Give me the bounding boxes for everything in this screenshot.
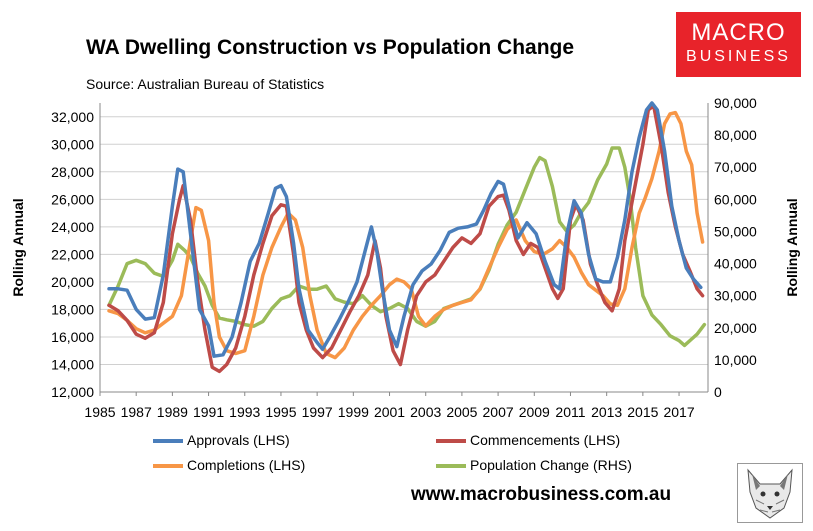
x-tick-label: 2013	[591, 404, 622, 420]
y-right-axis-label: Rolling Annual	[784, 198, 800, 296]
y-right-tick-label: 40,000	[714, 256, 757, 272]
fox-mascot-image	[737, 463, 803, 523]
x-tick-label: 2011	[555, 404, 585, 420]
website-link[interactable]: www.macrobusiness.com.au	[411, 484, 672, 505]
y-left-tick-label: 12,000	[51, 384, 94, 400]
y-left-tick-label: 32,000	[51, 109, 94, 125]
legend-commencements: Commencements (LHS)	[436, 432, 620, 448]
y-right-tick-label: 10,000	[714, 352, 757, 368]
x-tick-label: 1985	[84, 404, 115, 420]
legend-approvals-label: Approvals (LHS)	[187, 432, 290, 448]
y-right-tick-label: 70,000	[714, 159, 757, 175]
chart-source: Source: Australian Bureau of Statistics	[86, 76, 325, 92]
legend-commencements-label: Commencements (LHS)	[470, 432, 621, 448]
legend-completions-label: Completions (LHS)	[187, 457, 306, 473]
x-tick-label: 2003	[410, 404, 441, 420]
macrobusiness-logo: MACRO BUSINESS	[676, 12, 801, 77]
x-tick-label: 2017	[663, 404, 694, 420]
y-right-tick-label: 80,000	[714, 127, 757, 143]
series-line-approvals	[107, 101, 703, 358]
logo-line-2: BUSINESS	[686, 48, 791, 65]
y-left-tick-label: 24,000	[51, 219, 94, 235]
logo-line-1: MACRO	[691, 19, 786, 46]
series-line-completions	[107, 110, 705, 360]
x-tick-label: 1997	[302, 404, 333, 420]
x-tick-label: 2015	[627, 404, 658, 420]
x-tick-label: 1987	[121, 404, 152, 420]
legend-completions: Completions (LHS)	[153, 457, 305, 473]
y-right-tick-label: 0	[714, 384, 722, 400]
series-line-commencements	[107, 104, 705, 374]
x-tick-label: 1991	[193, 404, 224, 420]
y-right-tick-label: 50,000	[714, 223, 757, 239]
y-left-tick-label: 22,000	[51, 246, 94, 262]
y-left-tick-label: 26,000	[51, 191, 94, 207]
legend-population: Population Change (RHS)	[436, 457, 632, 473]
x-tick-label: 1989	[157, 404, 188, 420]
x-tick-label: 1993	[229, 404, 260, 420]
x-tick-label: 2009	[519, 404, 550, 420]
y-left-tick-label: 28,000	[51, 164, 94, 180]
y-left-tick-label: 30,000	[51, 136, 94, 152]
chart-title: WA Dwelling Construction vs Population C…	[86, 36, 575, 59]
y-right-tick-label: 30,000	[714, 288, 757, 304]
y-left-tick-label: 20,000	[51, 274, 94, 290]
y-left-tick-label: 14,000	[51, 356, 94, 372]
series-line-population-change	[107, 146, 707, 348]
x-tick-label: 2001	[374, 404, 405, 420]
x-tick-label: 1995	[265, 404, 296, 420]
x-tick-label: 1999	[338, 404, 369, 420]
legend-population-swatch	[436, 464, 466, 469]
fox-icon	[747, 468, 793, 519]
legend-completions-swatch	[153, 464, 183, 469]
y-right-tick-label: 20,000	[714, 320, 757, 336]
x-tick-label: 2007	[483, 404, 514, 420]
y-left-axis-label: Rolling Annual	[10, 198, 26, 296]
legend-approvals: Approvals (LHS)	[153, 432, 290, 448]
legend-approvals-swatch	[153, 439, 183, 444]
legend-population-label: Population Change (RHS)	[470, 457, 632, 473]
legend-commencements-swatch	[436, 439, 466, 444]
x-tick-label: 2005	[446, 404, 477, 420]
y-left-tick-label: 16,000	[51, 329, 94, 345]
y-right-tick-label: 90,000	[714, 95, 757, 111]
y-left-tick-label: 18,000	[51, 301, 94, 317]
y-right-tick-label: 60,000	[714, 191, 757, 207]
